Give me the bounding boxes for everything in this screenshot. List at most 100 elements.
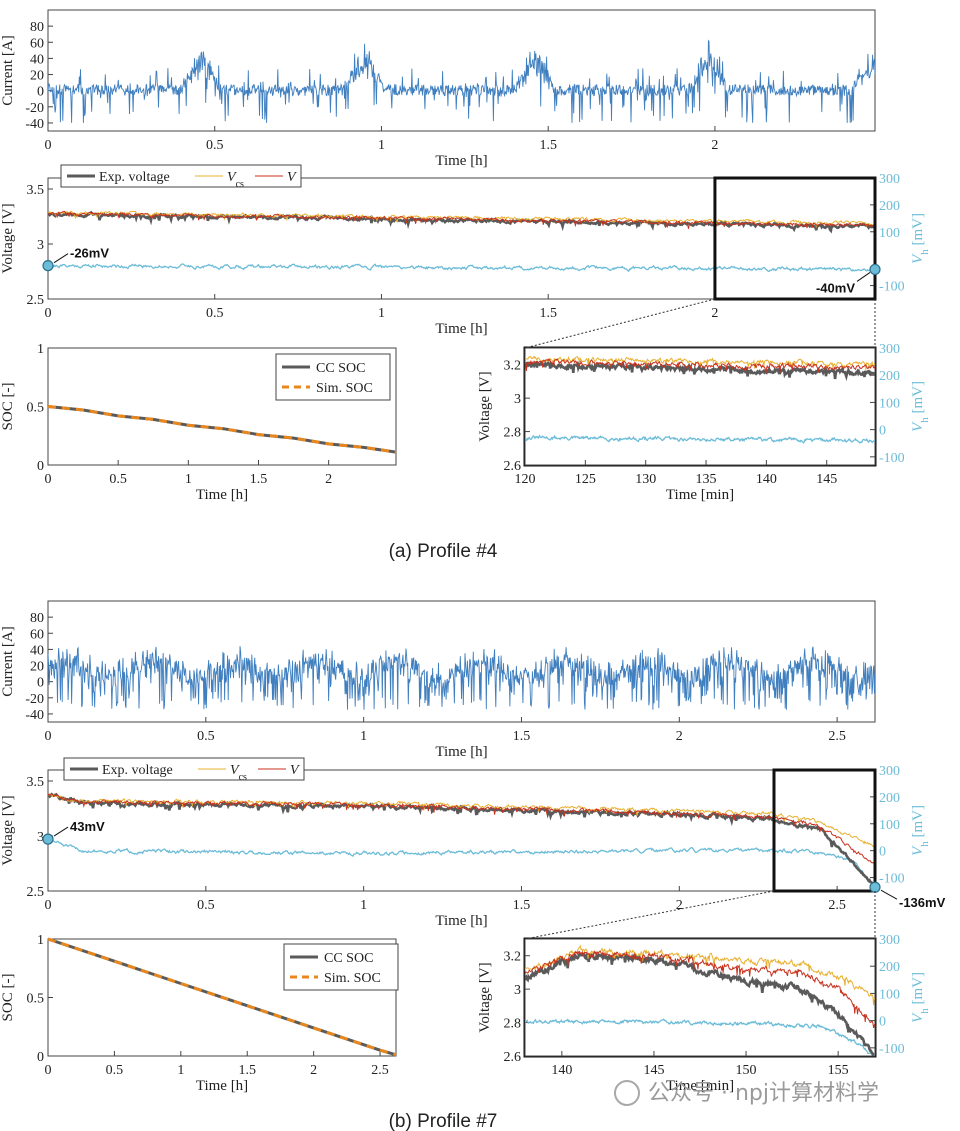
y2-tick-label: 0 — [879, 1015, 886, 1030]
watermark-text: 公众号 · npj计算材料学 — [648, 1081, 879, 1106]
vh-endpoint-marker — [42, 833, 54, 845]
x-tick-label: 2.5 — [371, 1063, 389, 1078]
series-v — [525, 950, 875, 1029]
y-tick-label: 3.5 — [27, 775, 45, 790]
zoom-box — [772, 768, 877, 893]
legend-label-exp: Exp. voltage — [102, 763, 173, 778]
y-tick-label: 2.8 — [504, 426, 522, 441]
annotation-arrow — [53, 826, 69, 837]
x-tick-label: 135 — [696, 472, 717, 487]
legend-label-sim-soc: Sim. SOC — [324, 971, 381, 986]
x-tick-label: 1 — [378, 138, 385, 153]
y-axis-label: Voltage [V] — [0, 203, 16, 273]
y2-tick-label: -100 — [879, 872, 905, 887]
y-tick-label: 40 — [30, 643, 44, 658]
legend-box — [63, 757, 305, 781]
y2-tick-label: 100 — [879, 987, 900, 1002]
series-exp-voltage — [525, 359, 875, 382]
x-tick-label: 1.5 — [539, 138, 557, 153]
y2-tick-label: 100 — [879, 226, 900, 241]
legend: CC SOC Sim. SOC — [275, 353, 391, 401]
series-vh — [525, 1018, 875, 1056]
y2-tick-label: 100 — [879, 396, 900, 411]
series-v — [525, 358, 875, 374]
x-tick-label: 2 — [711, 138, 718, 153]
legend-label-v: V — [290, 763, 300, 778]
annotation-label: -26mV — [70, 246, 109, 261]
plot-area — [47, 177, 876, 300]
y2-tick-label: 100 — [879, 818, 900, 833]
series-sim-soc — [47, 405, 397, 454]
series-vcs — [525, 944, 875, 1006]
x-tick-label: 0 — [45, 138, 52, 153]
annotation-arrow — [856, 272, 871, 282]
zoom-connector-left — [524, 298, 716, 349]
x-axis-label: Time [h] — [196, 487, 248, 503]
y-tick-label: 1 — [37, 342, 44, 357]
y-tick-label: 80 — [30, 20, 44, 35]
y-tick-label: 3 — [37, 830, 44, 845]
y2-tick-label: 200 — [879, 791, 900, 806]
x-tick-label: 155 — [828, 1063, 849, 1078]
x-axis-label: Time [h] — [435, 744, 487, 760]
x-tick-label: 125 — [575, 472, 596, 487]
series-v — [48, 792, 875, 865]
legend-label-vcs: Vcs — [227, 170, 244, 190]
x-tick-label: 2 — [310, 1063, 317, 1078]
x-axis-label: Time [h] — [435, 913, 487, 929]
plot-area — [47, 9, 876, 132]
x-tick-label: 130 — [635, 472, 656, 487]
y-axis-label: SOC [-] — [0, 974, 16, 1022]
watermark: 公众号 · npj计算材料学 — [614, 1080, 879, 1106]
y-tick-label: 20 — [30, 69, 44, 84]
chart-b_voltage: 0 0.5 1 1.5 2 2.5 2.5 3 3.5 -100 0 100 200 300 Vh [mV]… — [0, 757, 946, 929]
vh-endpoint-marker — [869, 881, 881, 893]
chart-a_voltage: 0 0.5 1 1.5 2 2.5 3 3.5 -100 100 200 300 Vh [mV] Time… — [0, 164, 931, 337]
y-tick-label: 60 — [30, 627, 44, 642]
annotation-arrow — [53, 253, 69, 264]
y-tick-label: -40 — [25, 708, 44, 723]
x-tick-label: 0.5 — [197, 898, 215, 913]
x-tick-label: 150 — [736, 1063, 757, 1078]
series-exp-voltage — [525, 951, 875, 1056]
zoom-box — [713, 176, 877, 301]
series-v — [48, 210, 875, 229]
legend-box — [60, 164, 302, 188]
series-current — [48, 39, 875, 123]
series-vh — [48, 263, 875, 273]
y2-tick-label: -100 — [879, 280, 905, 295]
y2-tick-label: 300 — [879, 342, 900, 357]
x-tick-label: 0 — [45, 1063, 52, 1078]
x-axis-label: Time [h] — [435, 321, 487, 337]
y2-axis-label: Vh [mV] — [910, 381, 931, 432]
plot-area — [47, 600, 876, 723]
chart-a_soc: 0 0.5 1 1.5 2 0 0.5 1 Time [h] SOC [-] CC SOC Sim. … — [0, 342, 397, 503]
y-tick-label: 0.5 — [27, 401, 45, 416]
legend: Exp. voltage Vcs V — [63, 757, 305, 783]
x-axis-label: Time [min] — [666, 487, 734, 503]
y-tick-label: 2.8 — [504, 1017, 522, 1032]
wechat-icon — [614, 1080, 640, 1106]
x-axis-label: Time [h] — [435, 153, 487, 169]
y-tick-label: -20 — [25, 101, 44, 116]
y-tick-label: 3.2 — [504, 950, 522, 965]
x-tick-label: 0 — [45, 472, 52, 487]
x-tick-label: 2.5 — [828, 729, 846, 744]
annotation-label: -40mV — [816, 280, 855, 295]
legend-label-vcs: Vcs — [230, 763, 247, 783]
series-sim-soc — [47, 937, 397, 1057]
caption-b: (b) Profile #7 — [389, 1111, 498, 1131]
x-tick-label: 0.5 — [109, 472, 127, 487]
legend-label-cc-soc: CC SOC — [316, 361, 365, 376]
y-axis-label: Voltage [V] — [0, 795, 16, 865]
y-tick-label: 2.5 — [27, 293, 45, 308]
chart-a_zoom: 120 125 130 135 140 145 2.6 2.8 3 3.2 -100 0 100 200 3… — [477, 342, 931, 503]
x-tick-label: 0 — [45, 306, 52, 321]
chart-b_zoom: 140 145 150 155 2.6 2.8 3 3.2 -100 0 100 200 300 Vh [… — [477, 933, 931, 1094]
x-tick-label: 140 — [756, 472, 777, 487]
y-tick-label: 0 — [37, 1050, 44, 1065]
y2-tick-label: 300 — [879, 172, 900, 187]
